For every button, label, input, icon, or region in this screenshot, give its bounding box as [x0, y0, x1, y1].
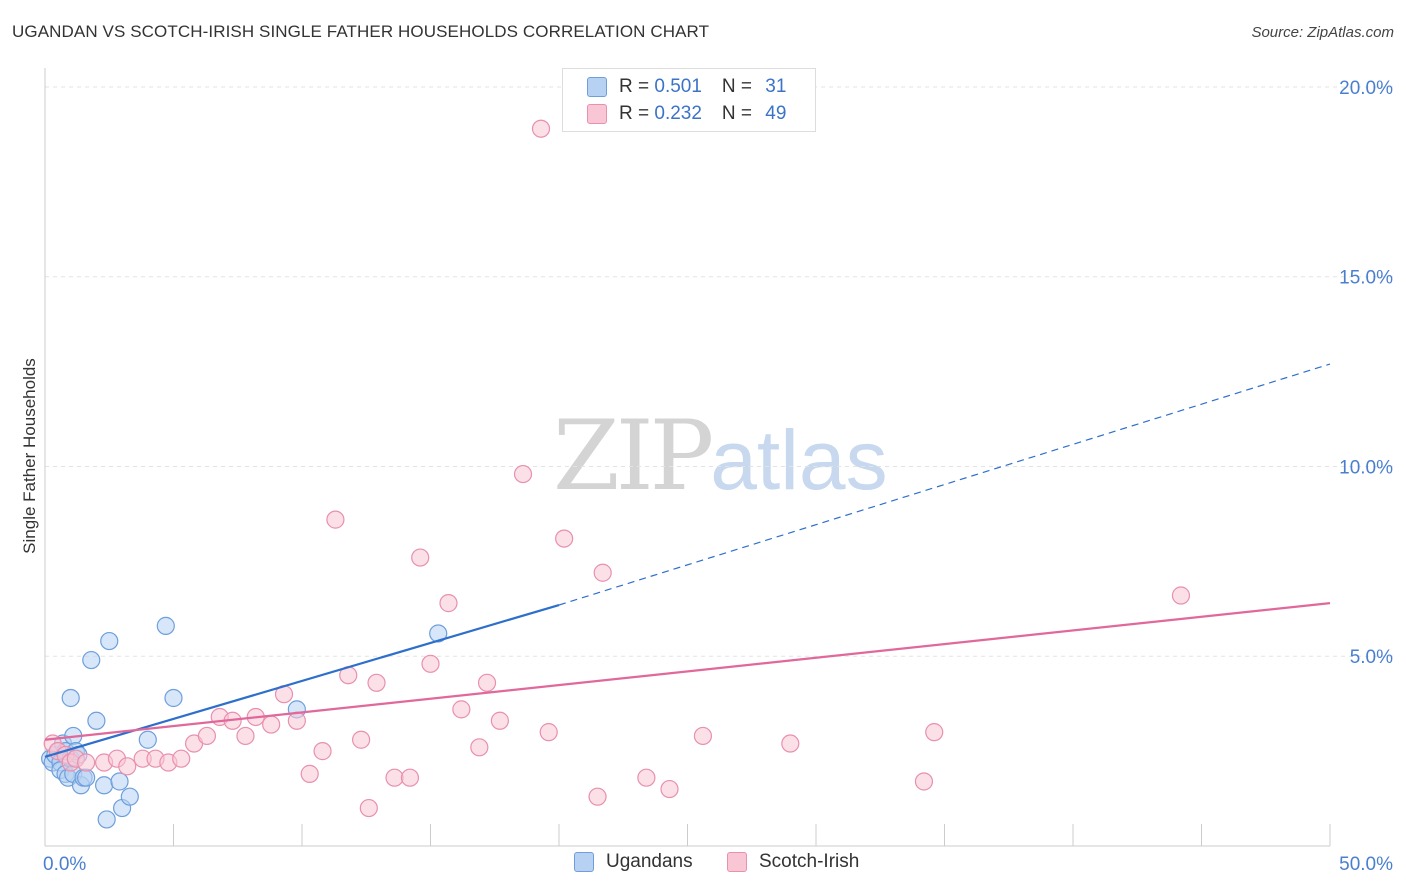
point-scotch-irish	[470, 738, 489, 757]
y-tick-label: 15.0%	[1339, 268, 1393, 289]
point-scotch-irish	[359, 798, 378, 818]
watermark: ZIPatlas	[553, 400, 888, 512]
point-ugandans	[95, 776, 114, 795]
series-legend-ugandans: Ugandans	[574, 851, 693, 873]
point-ugandans	[100, 631, 119, 651]
point-scotch-irish	[588, 787, 607, 806]
point-scotch-irish	[555, 529, 574, 548]
trend-extension-ugandans	[558, 363, 1331, 606]
legend-r-value-scotch-irish: 0.232	[654, 103, 702, 124]
point-scotch-irish	[385, 768, 404, 787]
point-scotch-irish	[1171, 586, 1191, 605]
legend-swatch-scotch-irish	[587, 104, 607, 124]
point-scotch-irish	[421, 654, 440, 673]
point-scotch-irish	[197, 726, 217, 746]
point-scotch-irish	[477, 673, 497, 692]
y-tick-label: 5.0%	[1350, 647, 1393, 668]
point-ugandans	[138, 730, 157, 749]
legend-r-label: R =	[619, 76, 655, 97]
legend-r-label: R =	[619, 103, 655, 124]
point-scotch-irish	[490, 711, 509, 730]
series-swatch-ugandans	[574, 852, 594, 872]
point-scotch-irish	[236, 726, 255, 746]
legend-n-label: N =	[721, 103, 758, 124]
series-swatch-scotch-irish	[727, 852, 747, 872]
x-tick-label: 0.0%	[43, 854, 86, 875]
point-scotch-irish	[262, 715, 281, 734]
legend-r-value-ugandans: 0.501	[654, 76, 702, 97]
point-ugandans	[77, 768, 96, 787]
legend-swatch-ugandans	[587, 77, 607, 97]
chart-title: UGANDAN VS SCOTCH-IRISH SINGLE FATHER HO…	[12, 22, 710, 41]
y-tick-label: 20.0%	[1339, 78, 1393, 99]
point-scotch-irish	[300, 764, 319, 783]
point-scotch-irish	[313, 742, 332, 761]
y-tick-label: 10.0%	[1339, 457, 1393, 478]
point-scotch-irish	[513, 464, 533, 484]
series-legend-scotch-irish: Scotch-Irish	[727, 851, 859, 873]
point-scotch-irish	[367, 673, 386, 692]
series-label-ugandans: Ugandans	[606, 851, 693, 872]
point-scotch-irish	[452, 700, 471, 719]
legend-row-ugandans: R = 0.501 N = 31	[587, 75, 786, 99]
point-ugandans	[156, 616, 175, 635]
point-ugandans	[429, 624, 448, 643]
point-scotch-irish	[693, 726, 713, 746]
point-scotch-irish	[352, 730, 371, 749]
point-scotch-irish	[539, 723, 558, 742]
x-tick-label: 50.0%	[1339, 854, 1393, 875]
point-ugandans	[97, 810, 116, 829]
point-scotch-irish	[593, 563, 612, 582]
point-scotch-irish	[925, 723, 944, 742]
point-ugandans	[82, 650, 101, 670]
legend-n-label: N =	[721, 76, 758, 97]
point-scotch-irish	[400, 768, 420, 787]
point-scotch-irish	[118, 757, 137, 776]
point-scotch-irish	[326, 510, 345, 529]
correlation-legend: R = 0.501 N = 31 R = 0.232 N = 49	[562, 68, 816, 132]
point-ugandans	[61, 688, 80, 708]
point-ugandans	[164, 688, 183, 708]
point-scotch-irish	[660, 779, 679, 799]
legend-row-scotch-irish: R = 0.232 N = 49	[587, 102, 786, 126]
series-label-scotch-irish: Scotch-Irish	[759, 851, 860, 872]
point-scotch-irish	[637, 768, 656, 787]
series-legend: Ugandans Scotch-Irish	[0, 851, 1406, 877]
legend-n-value-scotch-irish: 49	[765, 103, 787, 124]
point-scotch-irish	[287, 711, 306, 730]
source-label: Source: ZipAtlas.com	[1251, 24, 1394, 41]
point-scotch-irish	[439, 594, 458, 613]
point-scotch-irish	[411, 548, 430, 567]
point-scotch-irish	[77, 753, 96, 772]
point-ugandans	[87, 711, 106, 730]
point-ugandans	[120, 787, 139, 806]
point-scotch-irish	[172, 749, 191, 768]
point-scotch-irish	[531, 119, 551, 138]
watermark-zip: ZIP	[553, 400, 714, 512]
watermark-atlas: atlas	[710, 413, 888, 507]
trend-line-scotch-irish	[44, 602, 1331, 741]
point-scotch-irish	[781, 734, 800, 753]
point-ugandans	[110, 772, 129, 791]
legend-n-value-ugandans: 31	[765, 76, 787, 97]
point-scotch-irish	[914, 772, 934, 791]
